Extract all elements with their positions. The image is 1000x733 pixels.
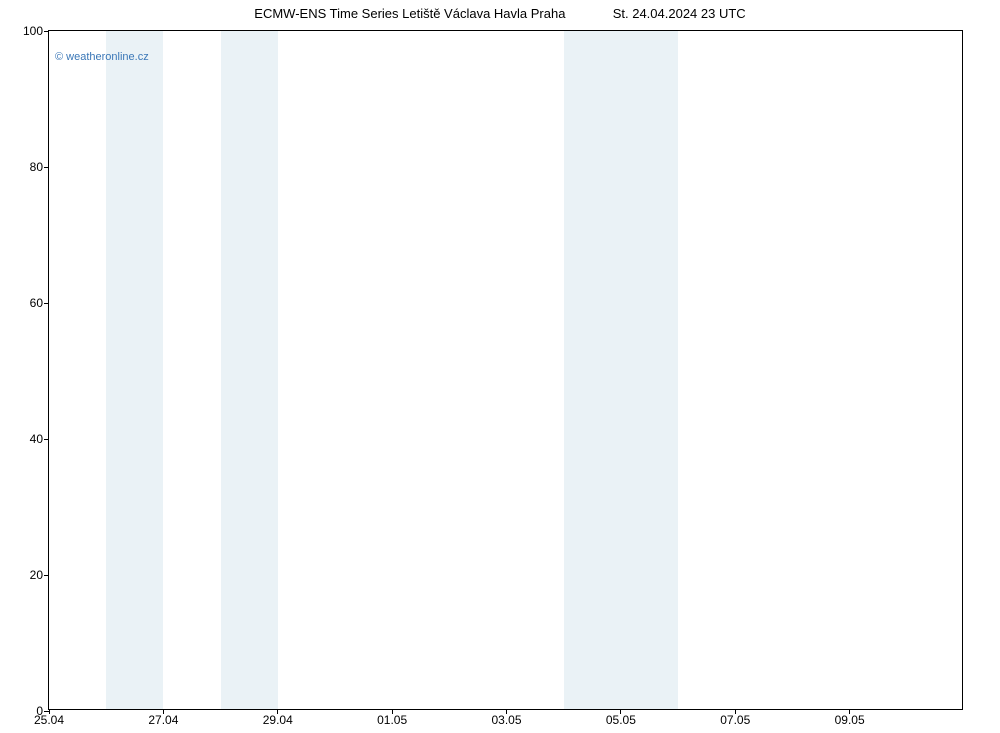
- x-tick-label: 03.05: [491, 713, 521, 727]
- chart-title-row: ECMW-ENS Time Series Letiště Václava Hav…: [0, 6, 1000, 21]
- y-tick-mark: [44, 303, 49, 304]
- shaded-band: [106, 31, 163, 709]
- y-tick-mark: [44, 31, 49, 32]
- chart-title-main: ECMW-ENS Time Series Letiště Václava Hav…: [254, 6, 565, 21]
- plot-area: © weatheronline.cz02040608010025.0427.04…: [48, 30, 963, 710]
- chart-container: ECMW-ENS Time Series Letiště Václava Hav…: [0, 0, 1000, 733]
- y-tick-label: 20: [13, 568, 43, 582]
- x-tick-label: 27.04: [148, 713, 178, 727]
- y-tick-label: 40: [13, 432, 43, 446]
- y-tick-mark: [44, 167, 49, 168]
- y-tick-label: 100: [13, 24, 43, 38]
- shaded-band: [221, 31, 278, 709]
- x-tick-label: 07.05: [720, 713, 750, 727]
- x-tick-label: 05.05: [606, 713, 636, 727]
- x-tick-label: 29.04: [263, 713, 293, 727]
- y-tick-mark: [44, 575, 49, 576]
- y-tick-label: 60: [13, 296, 43, 310]
- x-tick-label: 01.05: [377, 713, 407, 727]
- attribution-text: © weatheronline.cz: [55, 51, 149, 63]
- x-tick-label: 09.05: [835, 713, 865, 727]
- y-tick-mark: [44, 439, 49, 440]
- y-tick-label: 80: [13, 160, 43, 174]
- chart-title-date: St. 24.04.2024 23 UTC: [613, 6, 746, 21]
- x-tick-label: 25.04: [34, 713, 64, 727]
- shaded-band: [564, 31, 678, 709]
